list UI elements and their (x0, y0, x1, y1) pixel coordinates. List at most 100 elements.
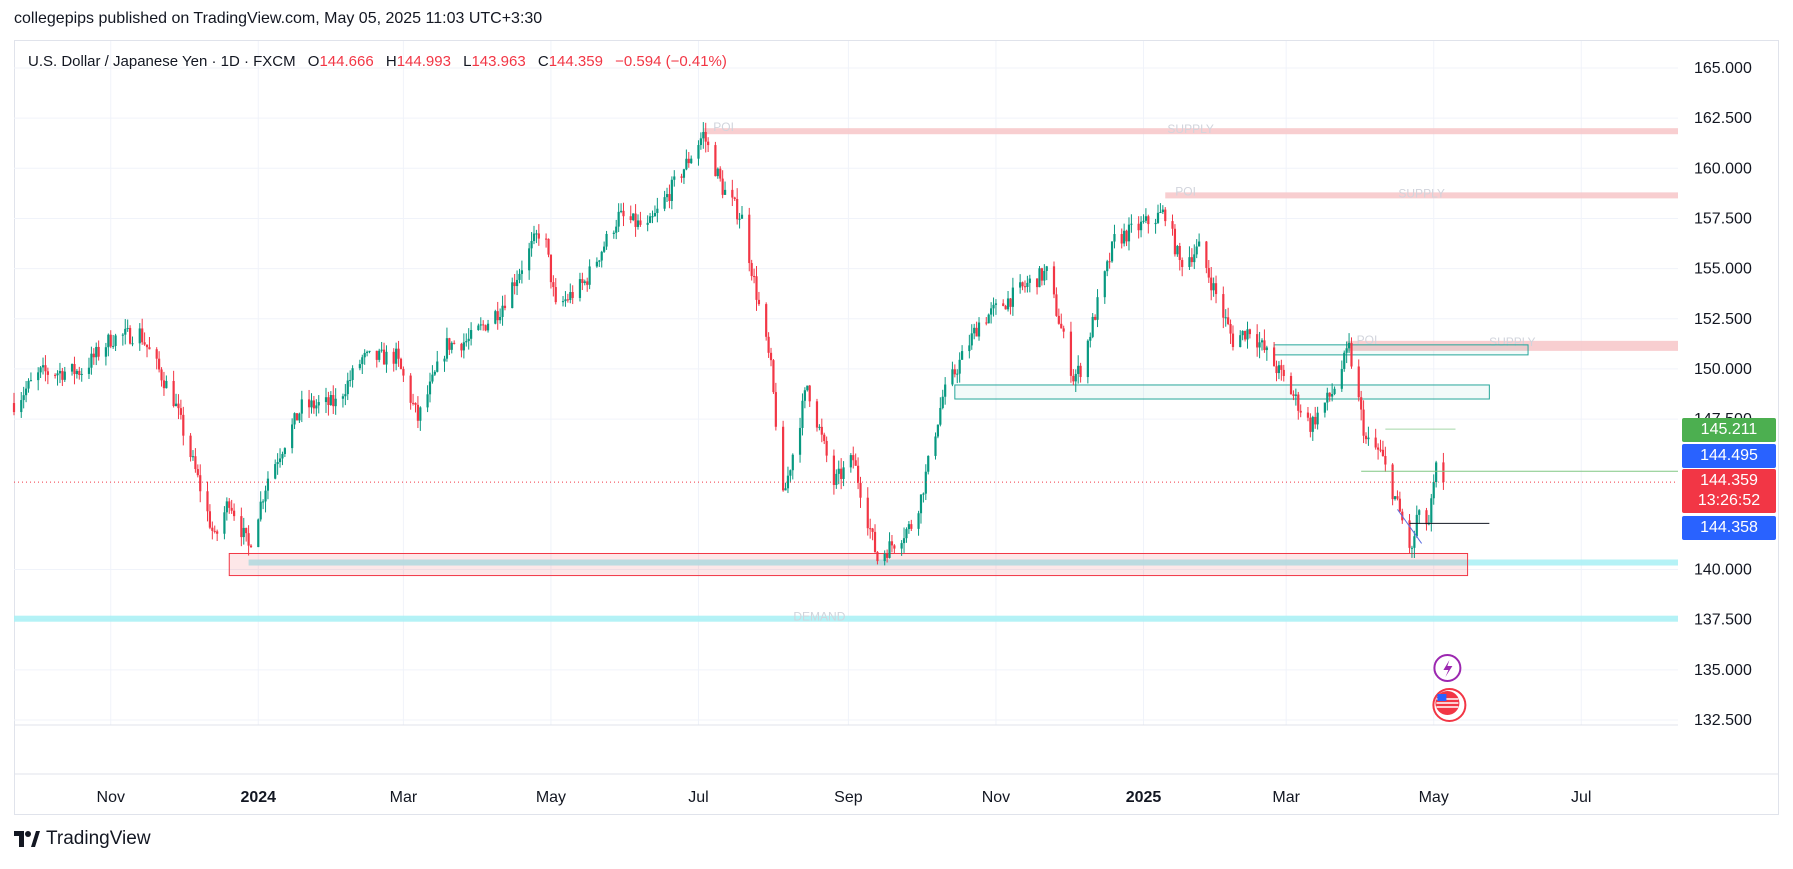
candle-up (987, 313, 990, 324)
candle-down (145, 344, 149, 358)
candle-body (1057, 315, 1060, 324)
candle-up (1430, 493, 1433, 532)
candle-up (653, 205, 657, 217)
candle-up (112, 334, 115, 349)
candle-up (738, 212, 741, 229)
candle-body (44, 365, 47, 372)
candle-body (172, 380, 175, 407)
candle-body (648, 216, 652, 223)
candle-body (1089, 336, 1092, 341)
candle-body (1248, 329, 1252, 335)
candle-body (755, 276, 758, 300)
candle-body (515, 279, 519, 287)
candle-body (1222, 294, 1225, 318)
x-tick-label: Mar (390, 789, 418, 806)
candle-up (395, 342, 398, 371)
candle-up (70, 363, 74, 376)
candle-body (1091, 316, 1094, 337)
candle-down (622, 202, 625, 227)
candle-body (1009, 298, 1012, 307)
candle-up (1127, 217, 1131, 251)
candle-body (1277, 365, 1281, 374)
candle-up (578, 272, 582, 302)
candle-up (617, 203, 620, 233)
candle-body (873, 531, 877, 552)
candle-up (673, 170, 676, 187)
candle-down (581, 272, 584, 291)
candle-body (344, 394, 347, 397)
candle-body (465, 341, 468, 343)
candle-down (1009, 297, 1012, 315)
candle-down (566, 293, 569, 303)
candle-up (956, 369, 959, 384)
candle-up (191, 450, 195, 461)
consolidation-box (954, 384, 1490, 400)
candle-down (721, 170, 724, 199)
candle-body (503, 305, 507, 309)
candle-body (1418, 510, 1421, 515)
candles-layer (12, 122, 1445, 566)
candle-body (549, 254, 553, 283)
candle-body (56, 373, 59, 376)
candle-body (960, 351, 964, 360)
candle-body (470, 330, 473, 339)
candle-up (583, 279, 586, 286)
candle-body (1043, 270, 1046, 281)
candle-body (315, 405, 318, 409)
candle-body (484, 325, 487, 331)
y-tick-label: 162.500 (1694, 110, 1752, 127)
candle-up (511, 277, 514, 309)
candle-body (825, 440, 828, 456)
candle-up (291, 418, 294, 454)
legend-close: 144.359 (548, 53, 603, 70)
candle-body (789, 470, 792, 476)
candle-body (1161, 209, 1164, 213)
candle-body (888, 541, 891, 558)
candle-down (109, 330, 112, 349)
candle-body (392, 351, 395, 364)
candle-body (704, 131, 707, 142)
candle-down (1398, 491, 1401, 512)
candle-body (196, 469, 199, 476)
candle-body (433, 371, 436, 375)
candle-down (61, 367, 64, 387)
candle-body (1415, 514, 1418, 537)
candle-body (174, 403, 178, 407)
candle-body (1019, 282, 1022, 288)
candle-down (825, 436, 828, 463)
candle-up (426, 385, 429, 413)
candle-up (1345, 341, 1348, 364)
chart-frame[interactable] (14, 40, 1779, 815)
candle-body (740, 214, 744, 219)
y-tick-label: 165.000 (1694, 60, 1752, 77)
candle-down (1021, 281, 1024, 291)
candle-body (278, 458, 282, 463)
tradingview-logo[interactable]: TradingView (14, 828, 151, 850)
candle-up (806, 385, 809, 392)
candle-body (300, 399, 303, 414)
legend-low-label: L (463, 53, 472, 70)
candle-down (1052, 261, 1056, 299)
candle-body (554, 287, 557, 303)
candle-body (859, 482, 862, 498)
candle-up (697, 140, 700, 166)
candle-down (886, 549, 889, 563)
candle-down (460, 342, 463, 358)
flag-canton (1437, 694, 1447, 701)
candle-up (532, 225, 536, 245)
candle-up (518, 268, 521, 284)
candle-body (544, 238, 548, 240)
candle-up (670, 176, 673, 210)
candle-body (206, 491, 209, 512)
candle-body (416, 404, 420, 421)
candle-up (283, 447, 286, 457)
candle-up (569, 283, 572, 304)
candle-down (199, 464, 202, 503)
candle-up (293, 412, 296, 430)
current-price-value: 144.359 (1700, 472, 1758, 489)
candle-body (934, 436, 937, 456)
candle-body (1079, 365, 1082, 378)
candle-up (470, 322, 473, 346)
candle-up (520, 260, 524, 284)
